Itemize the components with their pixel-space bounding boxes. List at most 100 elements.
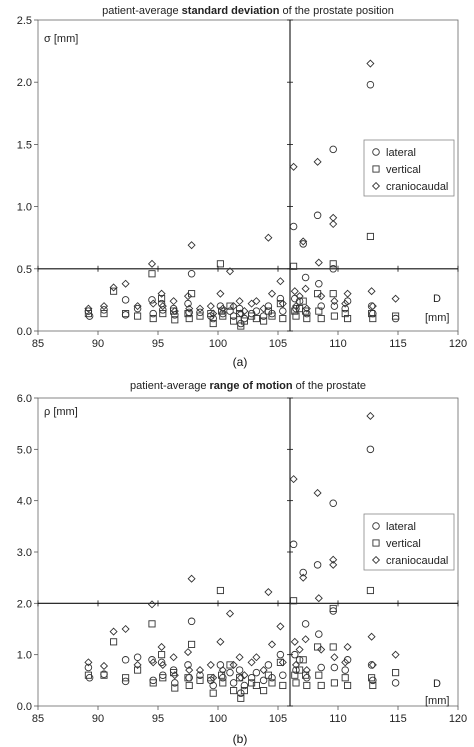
data-point-vertical (100, 671, 108, 679)
data-point-vertical (329, 604, 337, 613)
data-point-vertical (230, 317, 238, 325)
data-point-lateral (171, 311, 179, 319)
data-point-craniocaudal (366, 411, 375, 421)
legend-marker-lateral (372, 148, 380, 156)
data-point-lateral (237, 689, 245, 697)
data-point-vertical (368, 310, 376, 318)
data-point-craniocaudal (149, 299, 158, 308)
data-point-craniocaudal (109, 283, 118, 292)
y-tick-label: 0.5 (17, 264, 32, 276)
data-point-vertical (237, 322, 245, 330)
data-point-lateral (149, 309, 157, 318)
data-point-vertical (344, 315, 352, 323)
data-point-lateral (216, 661, 225, 669)
data-point-lateral (315, 630, 323, 638)
data-point-craniocaudal (247, 658, 256, 667)
data-point-lateral (343, 297, 352, 305)
plot-area (37, 19, 459, 332)
data-point-craniocaudal (391, 294, 400, 303)
data-point-craniocaudal (290, 637, 299, 646)
y-tick-label: 1.5 (17, 139, 32, 151)
data-point-craniocaudal (278, 299, 287, 308)
x-tick-label: 100 (209, 713, 227, 725)
data-point-craniocaudal (225, 267, 235, 276)
data-point-lateral (299, 240, 307, 248)
data-point-vertical (260, 687, 268, 695)
data-point-lateral (209, 681, 217, 690)
data-point-vertical (248, 679, 256, 687)
data-point-craniocaudal (121, 624, 130, 634)
data-point-craniocaudal (170, 307, 179, 316)
data-point-vertical (341, 310, 349, 318)
data-point-vertical (392, 312, 400, 320)
data-point-vertical (171, 316, 179, 324)
data-point-craniocaudal (216, 637, 225, 646)
data-point-vertical (329, 290, 337, 298)
data-point-lateral (159, 306, 167, 314)
data-point-craniocaudal (289, 162, 298, 171)
data-point-craniocaudal (366, 59, 375, 68)
series-craniocaudal (84, 59, 400, 318)
x-tick-label: 85 (32, 713, 44, 725)
y-tick-label: 0.0 (17, 701, 32, 713)
y-tick-label: 2.5 (17, 15, 32, 27)
series-craniocaudal (84, 411, 400, 682)
data-point-lateral (295, 656, 304, 664)
data-point-craniocaudal (240, 307, 249, 316)
data-point-craniocaudal (341, 658, 350, 667)
legend-marker-craniocaudal (371, 181, 381, 191)
data-point-vertical (170, 307, 178, 315)
data-point-lateral (133, 304, 142, 313)
data-point-lateral (268, 674, 276, 682)
x-tick-label: 90 (92, 338, 104, 350)
data-point-lateral (252, 668, 261, 677)
y-tick-label: 1.0 (17, 202, 32, 214)
data-point-vertical (330, 312, 338, 320)
data-point-lateral (259, 312, 268, 320)
data-point-lateral (313, 211, 322, 220)
data-point-craniocaudal (99, 302, 109, 311)
data-point-vertical (110, 638, 118, 646)
panel-label: (b) (233, 732, 248, 746)
data-point-vertical (368, 674, 376, 682)
legend-label-vertical: vertical (386, 538, 421, 550)
data-point-craniocaudal (209, 309, 218, 318)
x-tick-label: 110 (329, 338, 347, 350)
data-point-vertical (149, 315, 157, 323)
data-point-vertical (159, 674, 167, 682)
data-point-vertical (330, 679, 338, 687)
data-point-vertical (219, 679, 227, 687)
data-point-lateral (226, 307, 234, 315)
data-point-vertical (134, 666, 142, 674)
data-point-craniocaudal (343, 642, 352, 652)
data-point-vertical (392, 669, 400, 677)
data-point-lateral (391, 314, 400, 323)
data-point-vertical (366, 232, 374, 241)
series-vertical (84, 586, 400, 702)
data-point-vertical (317, 315, 325, 323)
data-point-vertical (276, 658, 284, 666)
data-point-craniocaudal (391, 650, 400, 659)
data-point-craniocaudal (367, 287, 376, 296)
series-vertical (84, 232, 400, 330)
data-point-vertical (315, 307, 323, 315)
data-point-vertical (369, 681, 377, 690)
y-tick-label: 5.0 (17, 444, 32, 456)
data-point-craniocaudal (229, 660, 238, 669)
legend-marker-lateral (372, 522, 380, 530)
data-point-vertical (329, 643, 337, 651)
data-point-lateral (264, 661, 273, 669)
data-point-vertical (209, 319, 217, 328)
data-point-vertical (248, 312, 256, 320)
data-point-vertical (149, 679, 157, 687)
data-point-vertical (226, 302, 234, 310)
data-point-craniocaudal (301, 635, 310, 644)
data-point-lateral (276, 650, 285, 659)
data-point-lateral (330, 302, 339, 310)
data-point-craniocaudal (341, 299, 350, 308)
data-point-craniocaudal (133, 660, 142, 669)
data-point-craniocaudal (314, 594, 323, 603)
data-point-craniocaudal (235, 653, 244, 662)
data-point-lateral (240, 681, 249, 690)
